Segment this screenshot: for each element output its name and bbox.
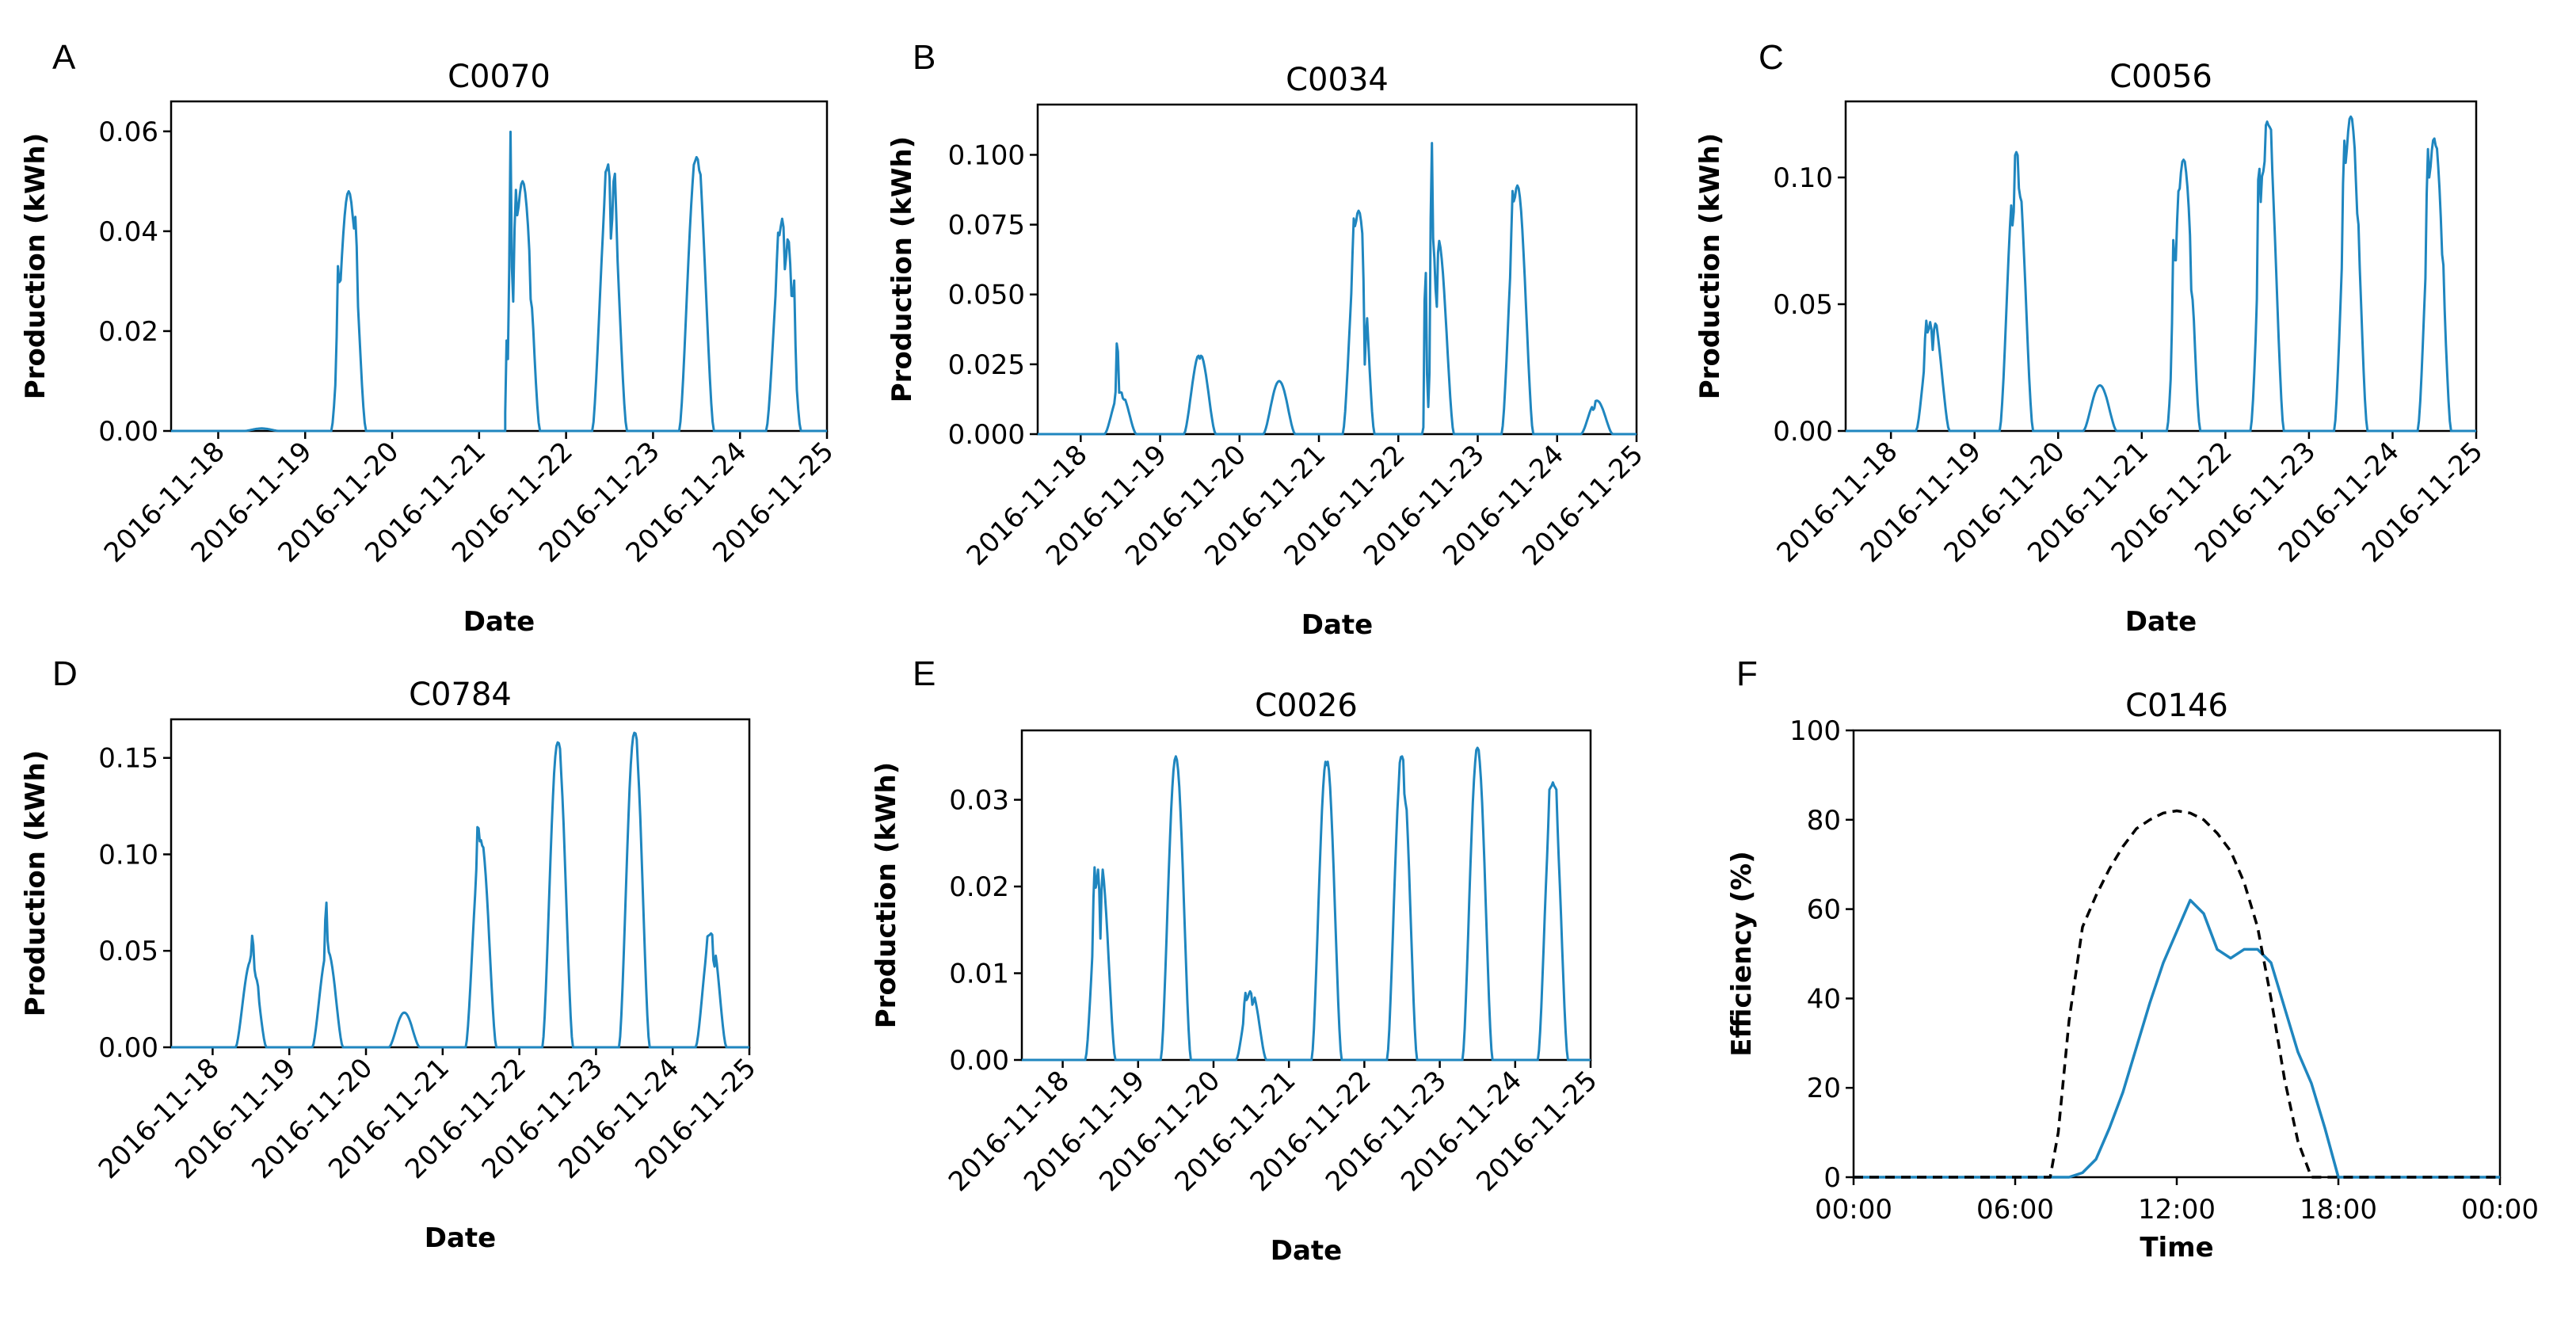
axes-frame <box>1036 103 1638 436</box>
panel-title: C0070 <box>448 59 551 95</box>
panel-letter-a: A <box>52 38 76 77</box>
panel-letter-d: D <box>52 654 78 693</box>
production-series <box>1022 746 1591 1062</box>
y-tick-label: 0.100 <box>948 139 1025 171</box>
panel-letter-b: B <box>913 38 936 77</box>
y-tick-label: 0 <box>1823 1162 1841 1194</box>
y-tick-label: 0.00 <box>98 1032 158 1064</box>
panel-letter-e: E <box>913 654 936 693</box>
x-tick-label: 00:00 <box>1815 1194 1892 1226</box>
y-axis-label: Production (kWh) <box>871 762 902 1028</box>
reference-curve <box>1854 809 2500 1179</box>
panel-title: C0056 <box>2109 59 2212 95</box>
panel-c: C00560.000.050.102016-11-182016-11-19201… <box>1694 59 2489 638</box>
panel-title: C0146 <box>2125 688 2228 724</box>
panel-d: C07840.000.050.100.152016-11-182016-11-1… <box>20 677 762 1254</box>
production-series <box>171 130 827 433</box>
y-tick-label: 60 <box>1807 894 1841 926</box>
y-tick-label: 0.050 <box>948 280 1025 311</box>
axes-frame <box>170 100 829 433</box>
y-tick-label: 0.075 <box>948 210 1025 242</box>
y-tick-label: 0.01 <box>949 959 1009 990</box>
y-tick-label: 0.06 <box>98 116 158 148</box>
y-tick-label: 0.03 <box>949 785 1009 817</box>
y-tick-label: 0.02 <box>949 871 1009 903</box>
panel-title: C0026 <box>1255 688 1358 724</box>
x-axis-label: Date <box>1301 609 1373 641</box>
x-axis-label: Date <box>463 606 535 638</box>
y-axis-label: Production (kWh) <box>20 133 51 399</box>
x-axis-label: Date <box>1271 1235 1342 1267</box>
y-tick-label: 100 <box>1789 715 1841 747</box>
panel-title: C0784 <box>409 677 512 713</box>
y-tick-label: 0.02 <box>98 316 158 348</box>
y-tick-label: 20 <box>1807 1073 1841 1104</box>
y-tick-label: 40 <box>1807 983 1841 1015</box>
panel-a: C00700.000.020.040.062016-11-182016-11-1… <box>20 59 840 638</box>
y-axis-label: Production (kWh) <box>1694 133 1726 399</box>
x-tick-label: 12:00 <box>2138 1194 2216 1226</box>
y-tick-label: 0.00 <box>1773 416 1833 448</box>
x-axis-label: Date <box>2125 606 2197 638</box>
y-axis-label: Production (kWh) <box>886 136 918 402</box>
y-tick-label: 0.05 <box>1773 289 1833 321</box>
x-axis-label: Date <box>425 1222 496 1254</box>
panel-b: C00340.0000.0250.0500.0750.1002016-11-18… <box>886 62 1649 641</box>
y-tick-label: 0.05 <box>98 936 158 967</box>
axes-frame <box>1020 729 1592 1062</box>
panel-f: C0146 0 20 40 60 80 100 00:00 06:00 12:00 18:00 00:… <box>1726 688 2539 1264</box>
y-axis-label: Efficiency (%) <box>1726 851 1758 1057</box>
panel-e: C00260.000.010.020.032016-11-182016-11-1… <box>871 688 1603 1267</box>
axes-frame <box>1852 729 2502 1179</box>
y-tick-label: 80 <box>1807 805 1841 837</box>
y-tick-label: 0.000 <box>948 419 1025 451</box>
x-tick-label: 06:00 <box>1976 1194 2054 1226</box>
efficiency-curve <box>1854 898 2500 1179</box>
y-tick-label: 0.15 <box>98 743 158 775</box>
axes-frame <box>1844 100 2478 433</box>
y-tick-label: 0.10 <box>98 839 158 871</box>
x-tick-label: 18:00 <box>2300 1194 2377 1226</box>
y-tick-label: 0.025 <box>948 349 1025 381</box>
y-tick-label: 0.00 <box>949 1045 1009 1077</box>
y-tick-label: 0.04 <box>98 216 158 248</box>
y-tick-label: 0.00 <box>98 416 158 448</box>
panel-title: C0034 <box>1286 62 1389 98</box>
y-tick-label: 0.10 <box>1773 162 1833 194</box>
y-axis-label: Production (kWh) <box>20 750 51 1016</box>
x-axis-label: Time <box>2140 1232 2213 1264</box>
production-series <box>1846 115 2476 433</box>
panel-letter-f: F <box>1736 654 1758 693</box>
production-series <box>171 731 749 1049</box>
production-series <box>1038 142 1637 436</box>
panel-letter-c: C <box>1759 38 1784 77</box>
x-tick-label: 00:00 <box>2461 1194 2539 1226</box>
